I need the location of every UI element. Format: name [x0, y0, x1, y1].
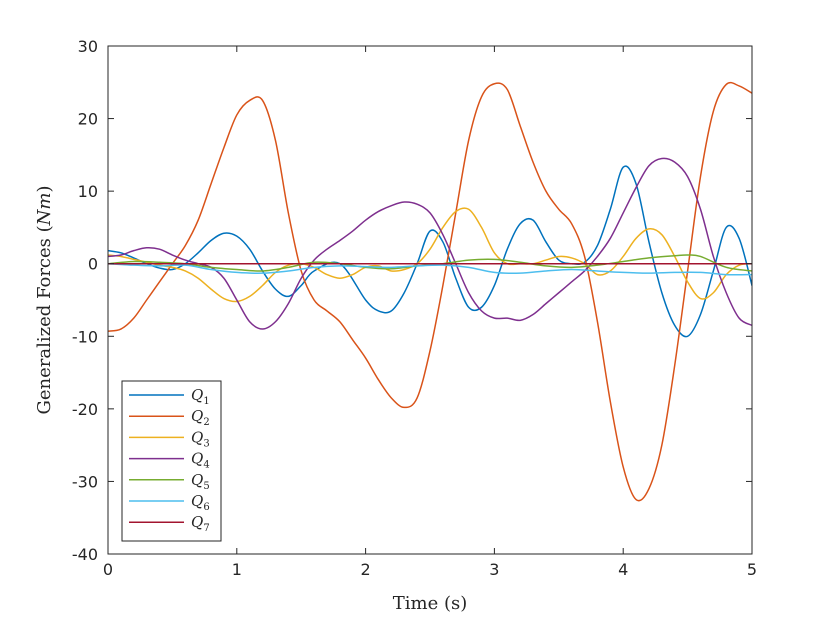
x-tick-label: 1	[232, 560, 242, 579]
legend-label-subscript: 1	[203, 396, 209, 407]
x-tick-label: 4	[618, 560, 628, 579]
y-tick-label: -20	[72, 400, 98, 419]
x-tick-label: 0	[103, 560, 113, 579]
y-axis-label-unit: Nm	[34, 193, 55, 227]
legend-label-q6: Q6	[191, 492, 210, 513]
ticks-group: 0 1 2 3 4 5 -40 -30 -20 -10 0 10 20 30	[72, 37, 757, 579]
y-tick-label: -10	[72, 327, 98, 346]
legend-label-subscript: 2	[203, 417, 209, 428]
x-tick-label: 5	[747, 560, 757, 579]
y-tick-label: 0	[88, 255, 98, 274]
legend-label-q3: Q3	[191, 428, 210, 449]
legend-label-subscript: 7	[203, 523, 209, 534]
y-tick-label: 10	[78, 182, 98, 201]
legend-label-symbol: Q	[191, 513, 203, 531]
legend-label-symbol: Q	[191, 386, 203, 404]
series-group	[108, 81, 752, 502]
legend-label-symbol: Q	[191, 471, 203, 489]
series-line-q1	[108, 165, 752, 338]
legend-label-symbol: Q	[191, 407, 203, 425]
legend-label-subscript: 4	[203, 460, 209, 471]
y-tick-label: -40	[72, 545, 98, 564]
series-line-q6	[108, 262, 752, 276]
legend-label-subscript: 5	[203, 481, 209, 492]
y-tick-label: 30	[78, 37, 98, 56]
y-axis-label-text: Generalized Forces (	[34, 225, 55, 414]
y-axis-label-close: )	[34, 185, 55, 192]
legend-label-symbol: Q	[191, 492, 203, 510]
legend-label-symbol: Q	[191, 450, 203, 468]
y-tick-label: -30	[72, 472, 98, 491]
legend-label-q7: Q7	[191, 513, 210, 534]
x-axis-label: Time (s)	[393, 593, 468, 614]
legend-label-subscript: 3	[203, 438, 209, 449]
legend-label-subscript: 6	[203, 502, 209, 513]
legend-label-q1: Q1	[191, 386, 210, 407]
legend-label-q4: Q4	[191, 450, 210, 471]
series-line-q2	[108, 81, 752, 502]
x-tick-label: 2	[361, 560, 371, 579]
legend-label-q5: Q5	[191, 471, 210, 492]
legend-label-symbol: Q	[191, 428, 203, 446]
series-line-q3	[108, 207, 752, 303]
y-tick-label: 20	[78, 110, 98, 129]
legend-box	[121, 380, 222, 542]
legend-label-q2: Q2	[191, 407, 210, 428]
y-axis-label: Generalized Forces (Nm)	[34, 185, 55, 414]
axes-box	[107, 45, 753, 555]
x-tick-label: 3	[489, 560, 499, 579]
